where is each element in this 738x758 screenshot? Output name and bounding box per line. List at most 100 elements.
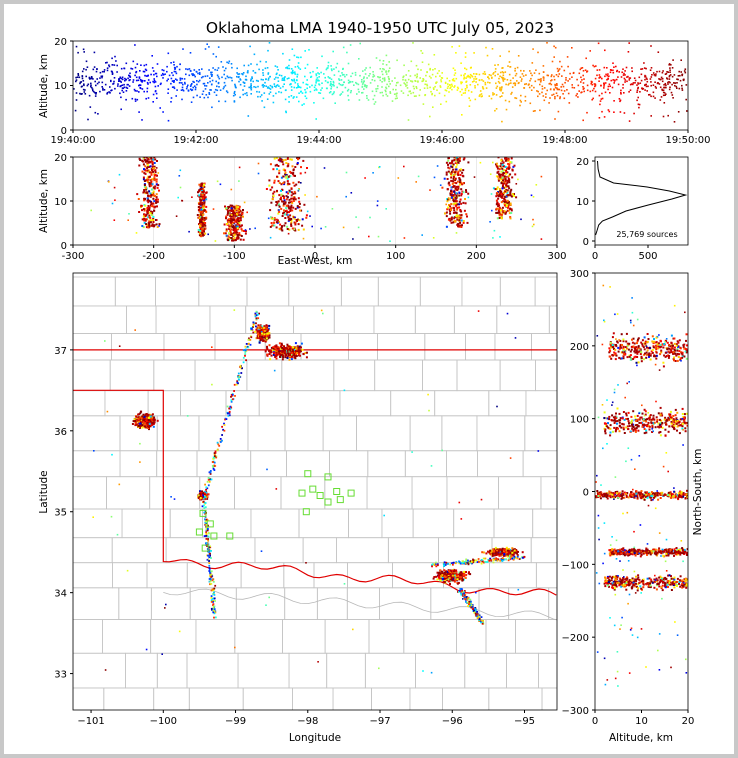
east-west-source-point <box>137 198 140 200</box>
time-height-source-point <box>441 72 443 74</box>
time-height-source-point <box>96 78 98 80</box>
east-west-source-point <box>146 211 149 214</box>
east-west-source-point <box>233 229 236 232</box>
county-boundary <box>441 415 478 452</box>
time-height-source-point <box>451 46 453 48</box>
east-west-source-point <box>234 219 237 222</box>
time-height-source-point <box>508 82 510 85</box>
east-west-source-point <box>232 214 234 217</box>
east-west-source-point <box>294 198 297 201</box>
time-height-source-point <box>108 91 110 93</box>
time-height-source-point <box>208 93 211 95</box>
time-height-source-point <box>83 51 85 53</box>
time-height-source-point <box>394 77 396 79</box>
east-west-source-point <box>455 157 458 159</box>
east-west-source-point <box>278 169 281 172</box>
time-height-source-point <box>644 84 646 87</box>
time-height-source-point <box>327 67 329 69</box>
time-height-source-point <box>260 94 263 96</box>
map-source-point <box>264 350 267 353</box>
time-height-source-point <box>341 72 343 74</box>
east-west-source-point <box>138 164 141 167</box>
time-height-source-point <box>604 82 607 84</box>
time-height-source-point <box>138 84 140 87</box>
time-height-source-point <box>166 79 168 82</box>
time-height-source-point <box>201 68 203 70</box>
map-source-point <box>258 337 261 340</box>
time-height-source-point <box>454 85 456 87</box>
east-west-source-point <box>298 206 301 209</box>
time-height-source-point <box>410 92 412 95</box>
time-height-source-point <box>267 72 270 74</box>
east-west-source-point <box>509 202 512 205</box>
east-west-source-point <box>504 199 507 202</box>
time-height-source-point <box>311 84 313 87</box>
time-height-source-point <box>297 56 300 59</box>
time-height-source-point <box>138 76 141 78</box>
east-west-source-point <box>156 174 158 177</box>
time-height-source-point <box>480 93 483 95</box>
east-west-source-point <box>145 157 148 159</box>
east-west-source-point <box>454 173 457 176</box>
time-height-source-point <box>628 91 630 93</box>
time-height-source-point <box>452 78 455 80</box>
time-height-source-point <box>494 68 497 70</box>
county-boundary <box>453 508 495 539</box>
east-west-source-point <box>230 219 233 222</box>
east-west-source-point <box>204 232 207 235</box>
time-height-source-point <box>629 77 632 79</box>
time-height-source-point <box>681 84 683 87</box>
time-height-source-point <box>555 92 558 94</box>
time-height-source-point <box>640 79 643 82</box>
map-source-point <box>149 415 152 418</box>
east-west-source-point <box>230 214 233 216</box>
east-west-source-point <box>113 186 116 189</box>
time-height-source-point <box>391 100 394 102</box>
time-height-source-point <box>499 89 501 91</box>
time-height-source-point <box>613 111 615 113</box>
time-height-source-point <box>524 100 527 102</box>
time-height-source-point <box>426 83 428 86</box>
east-west-source-point <box>447 197 450 199</box>
east-west-source-point <box>272 218 275 220</box>
east-west-source-point <box>283 199 286 202</box>
east-west-source-point <box>204 196 206 199</box>
time-height-source-point <box>420 50 422 52</box>
time-height-source-point <box>234 93 236 96</box>
time-height-source-point <box>645 83 647 86</box>
east-west-source-point <box>285 204 288 207</box>
time-height-source-point <box>494 64 496 66</box>
time-height-source-point <box>382 77 384 80</box>
histogram-ytick-1: 10 <box>576 197 589 208</box>
time-height-source-point <box>227 62 230 64</box>
east-west-source-point <box>503 177 506 180</box>
time-height-source-point <box>292 69 294 72</box>
time-height-source-point <box>189 69 192 72</box>
time-height-source-point <box>343 73 345 76</box>
time-height-source-point <box>364 84 366 86</box>
east-west-source-point <box>459 168 462 171</box>
time-height-source-point <box>173 86 175 88</box>
time-height-source-point <box>385 73 388 75</box>
map-source-point <box>148 424 151 427</box>
time-height-source-point <box>296 79 298 82</box>
time-height-source-point <box>271 86 274 89</box>
time-height-source-point <box>372 73 375 76</box>
east-west-source-point <box>511 176 514 179</box>
time-height-source-point <box>90 77 92 80</box>
time-height-source-point <box>173 66 176 69</box>
east-west-source-point <box>148 215 151 218</box>
time-height-source-point <box>261 100 263 102</box>
map-source-point <box>268 324 271 327</box>
time-height-source-point <box>650 67 653 69</box>
east-west-source-point <box>283 181 286 184</box>
map-source-point <box>144 425 146 428</box>
time-height-source-point <box>622 83 624 86</box>
time-height-source-point <box>343 81 345 83</box>
time-height-source-point <box>226 61 228 64</box>
east-west-source-point <box>445 203 447 206</box>
east-west-source-point <box>445 225 448 228</box>
time-height-source-point <box>623 77 626 80</box>
time-height-source-point <box>354 71 357 74</box>
time-height-source-point <box>175 95 177 97</box>
